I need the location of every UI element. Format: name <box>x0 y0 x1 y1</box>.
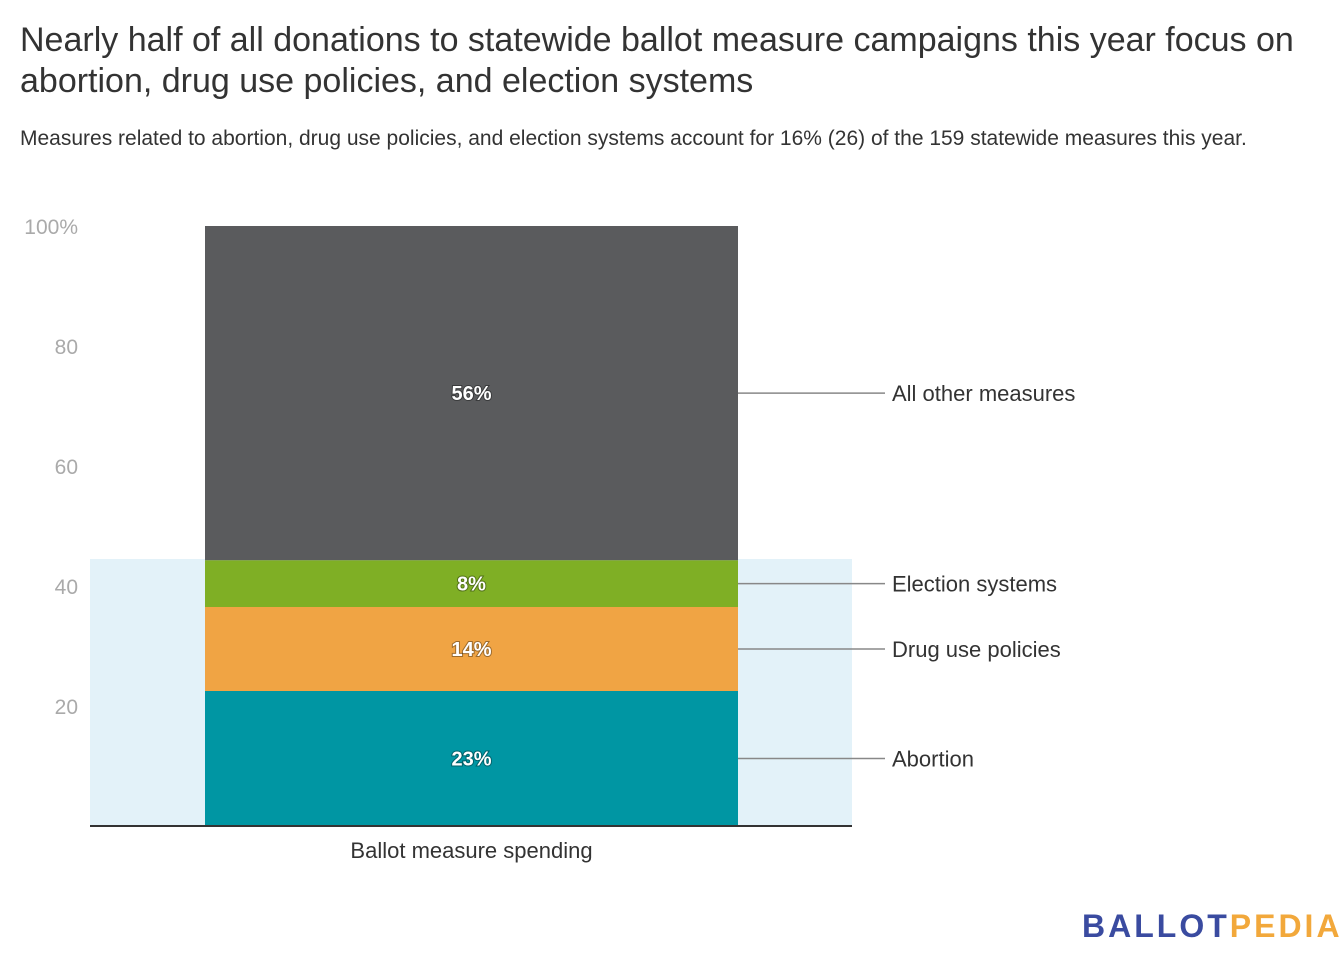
bar-segment <box>205 226 738 561</box>
y-tick-label: 80 <box>55 336 78 359</box>
series-label: Abortion <box>892 747 974 772</box>
y-tick-label: 20 <box>55 696 78 719</box>
data-label: 23% <box>451 749 491 771</box>
bar-segment <box>205 607 738 691</box>
data-label: 14% <box>451 639 491 661</box>
bar-segment <box>205 691 738 826</box>
logo-ballot-text: BALLOT <box>1082 908 1230 944</box>
chart-title: Nearly half of all donations to statewid… <box>20 21 1294 100</box>
ballotpedia-logo: BALLOTPEDIA <box>1082 908 1340 945</box>
series-label: All other measures <box>892 381 1075 406</box>
y-tick-label: 60 <box>55 456 78 479</box>
x-category-label: Ballot measure spending <box>350 838 592 863</box>
bar-segment <box>205 560 738 607</box>
series-label: Election systems <box>892 572 1057 597</box>
data-label: 8% <box>457 574 486 596</box>
y-tick-label: 40 <box>55 576 78 599</box>
series-label: Drug use policies <box>892 637 1061 662</box>
y-tick-label: 100% <box>24 216 78 239</box>
chart-subtitle: Measures related to abortion, drug use p… <box>20 127 1247 150</box>
data-label: 56% <box>451 383 491 405</box>
logo-pedia-text: PEDIA <box>1229 908 1340 944</box>
